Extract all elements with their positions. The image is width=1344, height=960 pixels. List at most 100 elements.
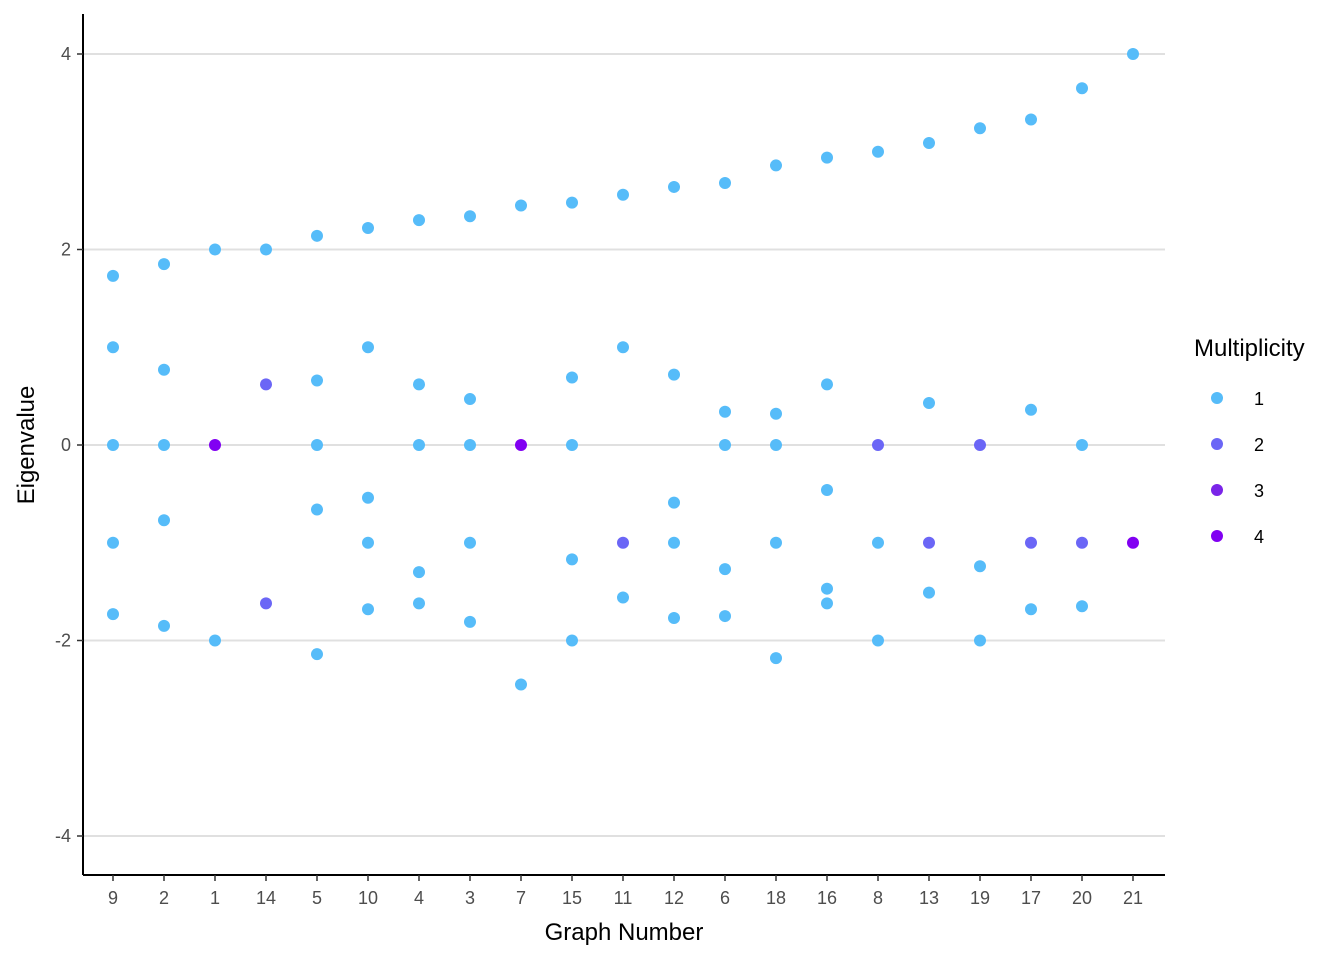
data-point xyxy=(770,407,782,420)
x-tick-label: 6 xyxy=(720,888,730,908)
x-tick-label: 11 xyxy=(614,888,633,908)
data-point xyxy=(566,439,578,451)
x-tick-label: 2 xyxy=(159,888,169,908)
data-point xyxy=(311,503,323,516)
data-point xyxy=(872,439,884,451)
x-tick-label: 8 xyxy=(873,888,883,908)
data-point xyxy=(107,608,119,621)
legend-key xyxy=(1211,392,1223,404)
data-point xyxy=(719,563,731,576)
x-tick-label: 13 xyxy=(919,888,939,908)
y-tick-label: 0 xyxy=(61,435,71,455)
data-point xyxy=(566,634,578,647)
data-point xyxy=(719,439,731,451)
x-tick-label: 9 xyxy=(108,888,118,908)
data-point xyxy=(617,536,629,549)
data-point xyxy=(311,374,323,387)
data-point xyxy=(209,243,221,256)
data-point xyxy=(821,597,833,610)
legend-label: 3 xyxy=(1254,481,1264,501)
x-tick-label: 14 xyxy=(256,888,276,908)
data-point xyxy=(107,536,119,549)
data-point xyxy=(464,210,476,223)
data-point xyxy=(1025,536,1037,549)
data-point xyxy=(209,439,221,451)
x-axis-title: Graph Number xyxy=(545,919,704,946)
data-point xyxy=(464,536,476,549)
data-point xyxy=(974,439,986,451)
x-tick-label: 15 xyxy=(562,888,582,908)
data-point xyxy=(158,363,170,376)
data-point xyxy=(260,243,272,256)
data-point xyxy=(515,199,527,212)
x-tick-label: 3 xyxy=(465,888,475,908)
data-point xyxy=(362,491,374,504)
data-point xyxy=(821,483,833,496)
data-point xyxy=(260,597,272,610)
data-point xyxy=(617,341,629,354)
legend-key xyxy=(1211,530,1223,542)
x-tick-label: 21 xyxy=(1123,888,1143,908)
data-point xyxy=(770,439,782,451)
data-point xyxy=(617,188,629,201)
data-point xyxy=(158,514,170,527)
data-point xyxy=(719,405,731,418)
data-point xyxy=(515,678,527,691)
data-point xyxy=(1025,113,1037,126)
data-point xyxy=(413,214,425,227)
data-point xyxy=(1076,82,1088,95)
x-tick-label: 4 xyxy=(414,888,424,908)
x-tick-label: 7 xyxy=(516,888,526,908)
data-point xyxy=(1025,603,1037,616)
data-point xyxy=(311,229,323,242)
data-point xyxy=(1076,536,1088,549)
data-point xyxy=(413,566,425,579)
data-point xyxy=(566,371,578,384)
data-point xyxy=(668,536,680,549)
data-point xyxy=(974,122,986,135)
data-point xyxy=(1025,403,1037,416)
data-point xyxy=(413,439,425,451)
data-point xyxy=(311,648,323,661)
data-point xyxy=(209,634,221,647)
data-point xyxy=(158,619,170,632)
data-point xyxy=(464,439,476,451)
data-point xyxy=(1127,48,1139,60)
data-point xyxy=(413,597,425,610)
data-point xyxy=(668,496,680,509)
data-point xyxy=(770,159,782,172)
data-point xyxy=(566,553,578,566)
data-point xyxy=(464,393,476,406)
data-point xyxy=(413,378,425,391)
y-ticks: -4 -2 0 2 4 xyxy=(55,44,83,846)
data-point xyxy=(158,439,170,451)
data-point xyxy=(311,439,323,451)
data-point xyxy=(668,180,680,193)
x-ticks: 9 2 1 14 5 10 4 3 7 15 11 12 6 18 16 8 13 19 17 20 21 xyxy=(108,875,1143,908)
x-tick-label: 16 xyxy=(817,888,837,908)
legend-title: Multiplicity xyxy=(1194,335,1305,362)
x-tick-label: 1 xyxy=(210,888,220,908)
data-point xyxy=(821,582,833,595)
x-tick-label: 17 xyxy=(1021,888,1041,908)
legend: Multiplicity 1 2 3 4 xyxy=(1194,335,1305,547)
data-point xyxy=(1127,536,1139,549)
data-point xyxy=(719,610,731,623)
y-tick-label: -2 xyxy=(55,631,71,651)
x-tick-label: 18 xyxy=(766,888,786,908)
y-tick-label: -4 xyxy=(55,826,71,846)
data-point xyxy=(770,652,782,665)
x-tick-label: 20 xyxy=(1072,888,1092,908)
data-point xyxy=(362,341,374,354)
data-point xyxy=(260,378,272,391)
data-point xyxy=(617,591,629,604)
data-point xyxy=(719,177,731,190)
data-point xyxy=(464,615,476,628)
data-point xyxy=(515,439,527,451)
grid-lines xyxy=(83,53,1165,837)
legend-key xyxy=(1211,484,1223,496)
data-point xyxy=(107,341,119,354)
y-axis-title: Eigenvalue xyxy=(13,386,40,505)
data-point xyxy=(107,439,119,451)
